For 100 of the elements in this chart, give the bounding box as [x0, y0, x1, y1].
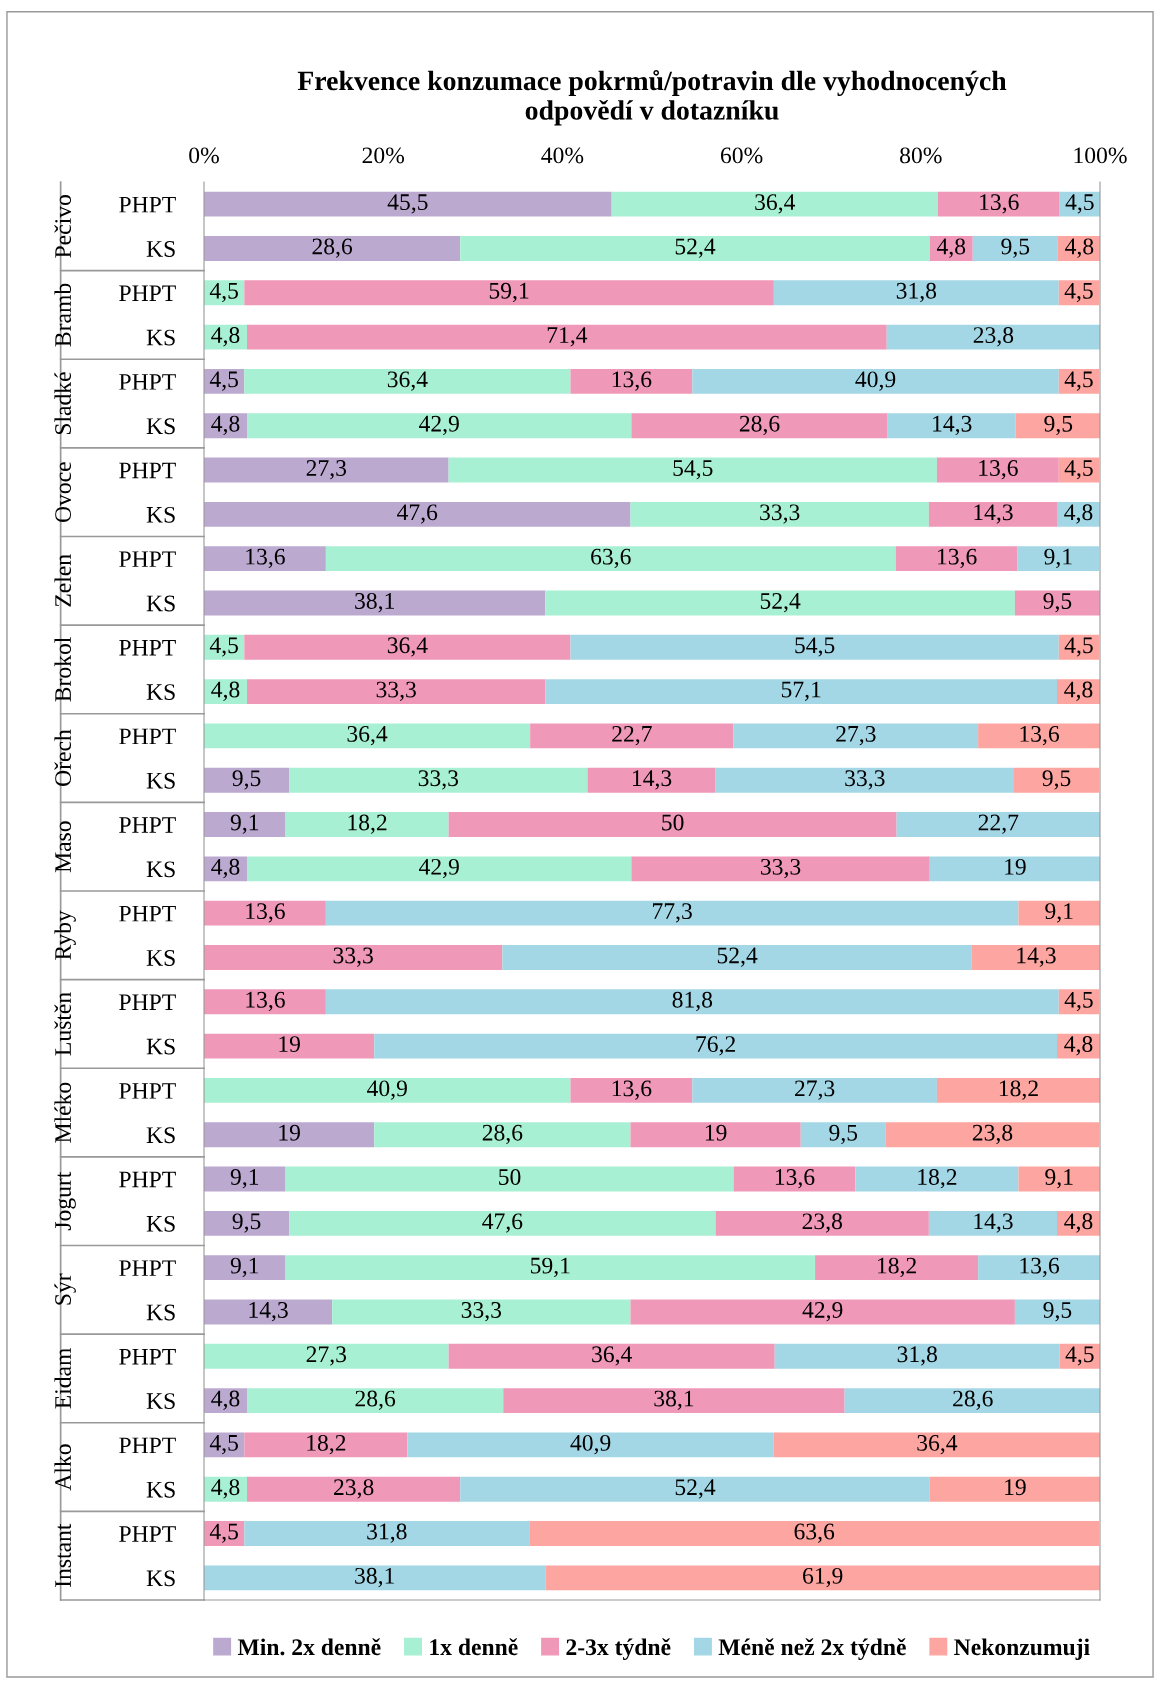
- data-label: 4,5: [1064, 991, 1093, 1012]
- data-label: 4,8: [936, 238, 966, 258]
- bar: [1017, 546, 1100, 572]
- data-label: 36,4: [755, 194, 796, 214]
- y-tick-label: KS: [146, 772, 175, 789]
- legend-label: Nekonzumuji: [954, 1638, 1090, 1660]
- data-label: 54,5: [673, 460, 713, 480]
- data-label: 63,6: [794, 1523, 835, 1543]
- bar: [289, 1210, 716, 1236]
- data-label: 4,8: [211, 1479, 240, 1499]
- data-label: 4,5: [209, 637, 238, 657]
- data-label: 19: [705, 1124, 727, 1141]
- bar: [855, 1166, 1019, 1192]
- data-label: 59,1: [489, 282, 529, 303]
- data-label: 28,6: [312, 238, 353, 258]
- x-tick-label: 80%: [900, 147, 942, 164]
- bar: [204, 1299, 333, 1325]
- x-tick-label: 20%: [362, 147, 405, 164]
- legend-label: 1x denně: [430, 1638, 518, 1656]
- data-label: 33,3: [760, 504, 800, 524]
- bar: [502, 945, 972, 970]
- data-label: 13,6: [612, 371, 652, 391]
- data-label: 19: [279, 1036, 300, 1052]
- y-tick-label: PHPT: [119, 994, 176, 1010]
- data-label: 13,6: [1020, 1257, 1060, 1277]
- y-tick-label: KS: [146, 861, 175, 878]
- data-label: 31,8: [897, 1346, 937, 1366]
- bar: [289, 767, 588, 793]
- bar: [631, 856, 930, 882]
- bar: [204, 812, 286, 837]
- bar: [545, 590, 1015, 616]
- bar: [204, 236, 461, 261]
- bar: [204, 767, 290, 793]
- bar: [204, 723, 531, 749]
- y-tick-label: PHPT: [119, 817, 176, 833]
- data-label: 14,3: [249, 1302, 288, 1322]
- bar: [285, 1166, 734, 1192]
- data-label: 52,4: [717, 947, 758, 967]
- text: Ořech: [54, 729, 72, 786]
- data-label: 4,8: [1064, 504, 1093, 524]
- data-label: 9,1: [1044, 548, 1072, 568]
- data-label: 9,1: [1045, 903, 1073, 923]
- data-label: 4,5: [209, 371, 238, 391]
- data-label: 54,5: [795, 637, 835, 657]
- data-label: 9,5: [1042, 770, 1071, 790]
- data-label: 28,6: [953, 1390, 993, 1410]
- data-label: 33,3: [418, 770, 459, 790]
- y-tick-label: PHPT: [119, 905, 176, 922]
- data-label: 18,2: [348, 814, 387, 834]
- data-label: 59,1: [531, 1257, 570, 1277]
- bar: [244, 634, 571, 660]
- bar: [570, 1078, 693, 1103]
- text: Sladké: [54, 372, 72, 435]
- text: Eidam: [54, 1347, 72, 1409]
- data-label: 13,6: [246, 548, 285, 568]
- data-label: 50: [662, 814, 684, 831]
- bar: [244, 1432, 408, 1458]
- data-label: 61,9: [803, 1567, 843, 1588]
- bar: [929, 856, 1100, 882]
- data-label: 33,3: [845, 770, 885, 790]
- data-label: 42,9: [802, 1302, 843, 1322]
- bar: [374, 1122, 631, 1148]
- bar: [630, 1122, 801, 1148]
- bar: [244, 1521, 530, 1546]
- data-label: 45,5: [387, 194, 428, 214]
- bar: [247, 413, 632, 439]
- data-label: 4,8: [211, 858, 240, 879]
- data-label: 19: [279, 1124, 300, 1141]
- bar: [570, 369, 693, 394]
- bar: [448, 457, 937, 483]
- bar: [936, 457, 1059, 483]
- bar: [630, 501, 929, 527]
- data-label: 33,3: [461, 1302, 502, 1322]
- data-label: 4,5: [209, 1435, 238, 1455]
- y-tick-label: PHPT: [119, 285, 176, 301]
- bar: [460, 1476, 930, 1502]
- data-label: 33,3: [376, 681, 416, 701]
- data-label: 42,9: [419, 858, 459, 879]
- data-label: 9,1: [230, 1169, 259, 1189]
- text: Brokol: [54, 637, 72, 702]
- y-tick-label: KS: [146, 329, 175, 346]
- bar: [631, 413, 888, 439]
- data-label: 27,3: [306, 460, 347, 480]
- y-tick-label: KS: [146, 1038, 175, 1055]
- bar: [204, 1565, 546, 1591]
- data-label: 4,8: [211, 1390, 240, 1410]
- data-label: 42,9: [419, 415, 459, 436]
- data-label: 9,5: [232, 1213, 261, 1233]
- bar: [285, 1255, 816, 1281]
- data-label: 4,5: [1064, 282, 1093, 303]
- data-label: 13,6: [246, 991, 285, 1012]
- bar: [929, 1476, 1100, 1502]
- data-label: 71,4: [547, 327, 588, 347]
- text: Alko: [54, 1444, 72, 1491]
- y-tick-label: PHPT: [119, 462, 176, 479]
- x-tick-label: 40%: [541, 147, 584, 164]
- y-tick-label: KS: [146, 1393, 175, 1410]
- bar: [936, 1078, 1100, 1103]
- bar: [204, 1122, 375, 1148]
- data-label: 40,9: [570, 1434, 611, 1455]
